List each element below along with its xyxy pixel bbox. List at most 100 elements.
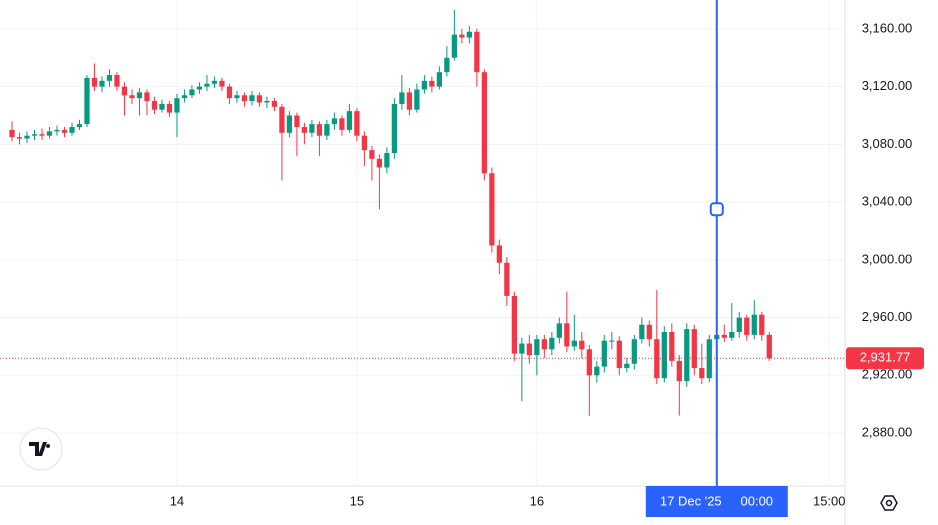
x-tick-label: 16 [530,493,544,508]
candle-body [444,57,450,73]
candle-body [361,135,368,151]
candle-body [354,111,360,136]
candle-body [736,317,742,332]
candle-body [301,127,308,133]
candle-body [324,124,330,136]
candle-body [151,101,158,110]
crosshair-label-box [645,486,788,517]
candle-body [451,34,457,58]
candle-body [556,323,562,338]
last-price-label: 2,931.77 [860,350,911,365]
candle-body [316,124,323,136]
candle-body [616,340,622,369]
candle-body [286,115,293,133]
candle-body [294,115,300,128]
candle-body [519,343,525,354]
candle-body [264,101,270,103]
candle-body [249,95,255,102]
candle-body [39,134,45,136]
candle-body [699,368,705,379]
candle-body [84,77,90,125]
crosshair-date-label: 17 Dec '25 [660,493,722,508]
candle-body [219,80,225,87]
candle-body [639,324,645,340]
candle-body [61,129,68,133]
candle-body [204,83,210,87]
settings-button[interactable] [880,495,898,511]
candle-body [624,363,630,369]
candle-body [691,329,697,369]
y-tick-label: 2,920.00 [862,367,913,382]
candle-body [684,329,690,382]
logo-mark [29,442,51,456]
x-tick-label: 14 [170,493,184,508]
candle-body [174,98,180,113]
candle-body [511,295,517,354]
candle-body [466,31,472,38]
settings-icon-dot[interactable] [885,499,893,507]
last-price-box [846,347,924,370]
y-tick-label: 2,960.00 [862,309,913,324]
candle-body [676,360,682,382]
y-tick-label: 2,880.00 [862,424,913,439]
crosshair-handle [709,202,724,217]
candle-body [271,101,278,107]
candle-body [129,95,135,99]
candle-body [489,173,495,246]
candle-body [459,34,465,38]
candle-body [234,95,240,99]
candle-body [549,337,555,350]
x-tick-label: 15:00 [813,493,846,508]
candle-body [721,334,727,338]
candle-body [669,331,675,361]
candle-body [256,95,263,103]
candle-body [766,334,772,359]
candle-body [181,95,188,99]
candle-body [339,118,345,130]
candle-body [504,262,510,296]
candle-body [369,150,375,159]
candle-body [54,129,60,132]
candle-body [136,92,143,99]
candle-body [69,127,75,133]
candle-body [646,324,652,340]
candle-body [279,106,285,133]
candle-body [144,92,150,102]
candle-body [481,72,487,174]
candle-body [706,339,712,379]
candle-body [16,137,23,139]
candle-body [211,80,218,84]
candle-body [406,92,413,110]
candle-body [759,314,765,335]
candle-body [99,80,105,87]
candle-body [579,340,585,350]
settings-icon[interactable] [880,495,898,511]
candle-body [226,86,233,99]
candle-body [106,75,113,81]
y-tick-label: 3,080.00 [862,136,913,151]
candle-body [24,135,30,139]
candle-body [526,343,532,356]
candle-body [631,339,637,364]
candle-body [76,124,83,128]
candle-body [751,314,757,335]
candle-body [564,323,570,347]
y-tick-label: 3,160.00 [862,20,913,35]
candle-body [9,129,15,138]
candle-body [474,31,480,73]
candle-body [91,77,98,87]
candle-body [31,134,38,136]
candle-body [496,245,502,263]
axes: 2,880.00 2,920.00 2,960.00 3,000.00 3,040.00… [0,0,924,517]
candle-body [114,75,120,87]
candle-body [346,111,353,130]
candle-body [436,72,442,87]
candle-body [384,153,390,168]
candle-body [609,340,615,342]
candle-body [534,339,540,356]
candle-body [309,124,315,133]
candle-body [46,131,53,136]
candle-body [661,331,667,379]
candle-body [376,158,383,168]
